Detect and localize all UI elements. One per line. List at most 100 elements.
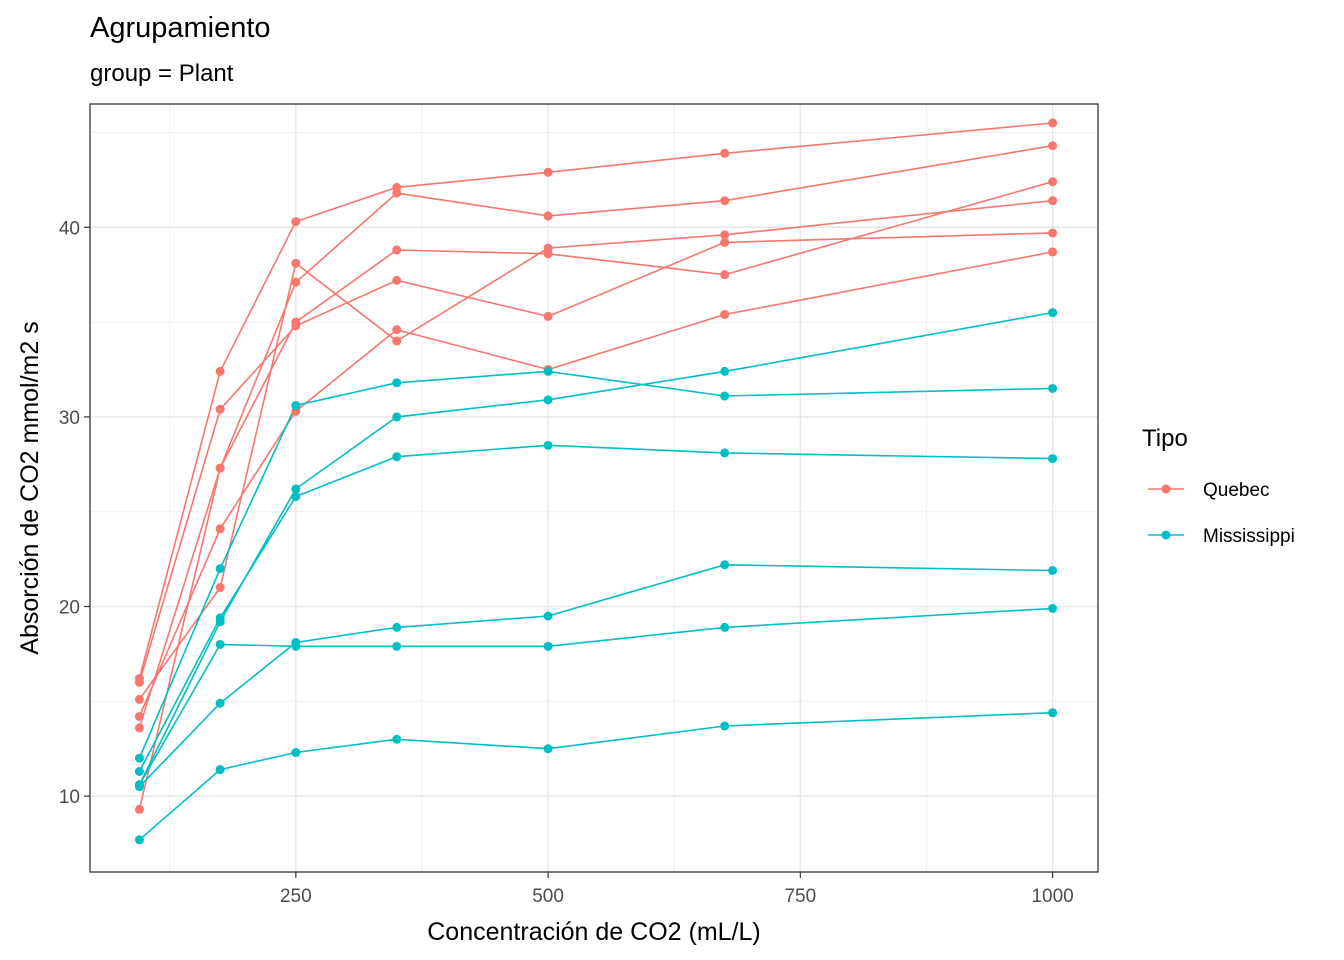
data-point xyxy=(720,560,730,570)
data-point xyxy=(543,611,553,621)
data-point xyxy=(215,564,225,574)
x-tick-label: 250 xyxy=(280,886,312,907)
legend-label: Quebec xyxy=(1203,480,1270,501)
y-tick-label: 40 xyxy=(59,218,80,239)
series-line-12 xyxy=(138,607,1053,786)
data-point xyxy=(1048,118,1058,128)
data-point xyxy=(720,237,730,247)
data-point xyxy=(720,270,730,280)
data-point xyxy=(134,835,144,845)
data-point xyxy=(1048,141,1058,151)
data-point xyxy=(291,277,301,287)
data-point xyxy=(543,395,553,405)
x-axis: 250 500 750 1000 xyxy=(280,872,1074,907)
y-tick-label: 30 xyxy=(59,408,80,429)
data-point xyxy=(291,217,301,227)
data-point xyxy=(720,448,730,458)
data-point xyxy=(215,583,225,593)
data-point xyxy=(720,391,730,401)
data-point xyxy=(1048,308,1058,318)
x-tick-label: 500 xyxy=(532,886,564,907)
data-point xyxy=(720,309,730,319)
series-points xyxy=(134,118,1058,845)
data-point xyxy=(720,148,730,158)
data-point xyxy=(720,721,730,731)
data-point xyxy=(215,698,225,708)
series-line-5 xyxy=(138,180,1053,810)
data-point xyxy=(1048,708,1058,718)
data-point xyxy=(392,641,402,651)
data-point xyxy=(392,336,402,346)
y-tick-label: 20 xyxy=(59,598,80,619)
chart-title: Agrupamiento xyxy=(90,12,271,44)
data-point xyxy=(392,622,402,632)
data-point xyxy=(134,766,144,776)
data-point xyxy=(1048,177,1058,187)
data-point xyxy=(1048,383,1058,393)
data-point xyxy=(134,753,144,763)
series-line-1 xyxy=(138,232,1053,683)
series-lines xyxy=(138,122,1053,841)
legend-label: Mississippi xyxy=(1203,526,1295,547)
data-point xyxy=(392,325,402,335)
data-point xyxy=(392,378,402,388)
data-point xyxy=(543,641,553,651)
legend-key-point xyxy=(1161,484,1171,494)
data-point xyxy=(543,366,553,376)
series-line-8 xyxy=(138,370,1053,759)
series-line-7 xyxy=(138,311,1053,786)
y-tick-label: 10 xyxy=(59,787,80,808)
legend-key-point xyxy=(1161,530,1171,540)
data-point xyxy=(134,804,144,814)
data-point xyxy=(1048,603,1058,613)
data-point xyxy=(1048,247,1058,257)
series-line-10 xyxy=(138,563,1053,788)
data-point xyxy=(291,258,301,268)
data-point xyxy=(134,723,144,733)
data-point xyxy=(720,230,730,240)
data-point xyxy=(215,463,225,473)
data-point xyxy=(392,734,402,744)
legend: Tipo Quebec Mississippi xyxy=(1142,425,1295,547)
data-point xyxy=(215,765,225,775)
data-point xyxy=(392,245,402,255)
data-point xyxy=(215,613,225,623)
data-point xyxy=(392,412,402,422)
data-point xyxy=(134,674,144,684)
chart-subtitle: group = Plant xyxy=(90,60,234,87)
data-point xyxy=(1048,228,1058,238)
series-line-6 xyxy=(138,199,1053,700)
data-point xyxy=(720,622,730,632)
data-point xyxy=(720,366,730,376)
data-point xyxy=(215,639,225,649)
series-line-9 xyxy=(138,444,1053,772)
data-point xyxy=(1048,565,1058,575)
data-point xyxy=(720,196,730,206)
data-point xyxy=(543,440,553,450)
data-point xyxy=(392,275,402,285)
series-line-11 xyxy=(138,711,1053,841)
data-point xyxy=(215,524,225,534)
data-point xyxy=(392,452,402,462)
data-point xyxy=(215,366,225,376)
series-line-3 xyxy=(138,122,1053,679)
data-point xyxy=(215,404,225,414)
data-point xyxy=(543,744,553,754)
data-point xyxy=(543,167,553,177)
x-tick-label: 750 xyxy=(784,886,816,907)
grid-lines xyxy=(90,104,1098,872)
data-point xyxy=(291,484,301,494)
data-point xyxy=(392,182,402,192)
data-point xyxy=(291,748,301,758)
plot-panel-border xyxy=(89,103,1099,873)
data-point xyxy=(134,694,144,704)
x-axis-title: Concentración de CO2 (mL/L) xyxy=(427,918,760,946)
data-point xyxy=(1048,196,1058,206)
data-point xyxy=(1048,454,1058,464)
data-point xyxy=(291,492,301,502)
data-point xyxy=(543,211,553,221)
legend-title: Tipo xyxy=(1142,425,1188,452)
y-axis: 10 20 30 40 xyxy=(59,218,90,808)
data-point xyxy=(543,243,553,253)
